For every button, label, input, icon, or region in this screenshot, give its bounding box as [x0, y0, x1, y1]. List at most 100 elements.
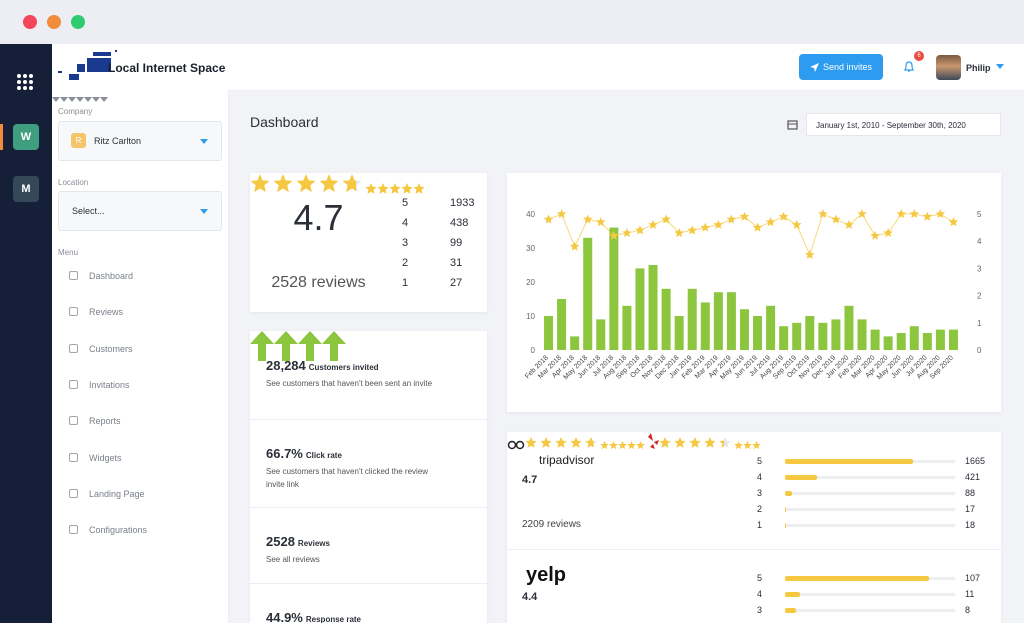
star: [743, 441, 752, 450]
platforms-card: tripadvisor 4.7 2209 reviews 5 1665 4 421 3 88 2 1…: [507, 432, 1001, 623]
rating-marker: [674, 228, 684, 238]
star: [555, 437, 567, 448]
workspace-tile[interactable]: M: [13, 176, 39, 202]
y2-tick-label: 2: [977, 292, 982, 301]
rating-marker: [765, 217, 776, 227]
bell-icon[interactable]: [902, 60, 916, 74]
bar-track: [785, 609, 955, 612]
star-count: 8: [965, 605, 971, 615]
stat-line: 2528 Reviews: [266, 533, 330, 551]
menu-item: Customers: [89, 343, 133, 354]
bar-track: [785, 508, 955, 511]
stat-label: Click rate: [305, 451, 342, 460]
divider: [507, 549, 1001, 550]
bar: [948, 329, 958, 350]
apps-icon[interactable]: [16, 73, 34, 91]
close-dot[interactable]: [23, 15, 37, 29]
stats-card: 28,284 Customers invited See customers tha…: [250, 331, 487, 623]
star-count: 27: [450, 277, 463, 289]
arrow-shape: [250, 331, 274, 361]
menu-icon: [69, 343, 78, 353]
menu-item: Landing Page: [89, 488, 145, 499]
star-icon: [609, 441, 618, 450]
bar: [766, 305, 776, 350]
platform-rating: 4.7: [522, 474, 538, 486]
rating-marker: [622, 228, 632, 238]
star-level: 5: [757, 573, 763, 583]
rating-marker: [661, 214, 671, 224]
bar: [922, 333, 932, 350]
y-tick-label: 10: [526, 312, 535, 321]
star: [296, 174, 316, 193]
rating-marker: [583, 214, 593, 224]
bar: [739, 309, 749, 350]
menu-icon: [69, 416, 78, 426]
workspace-tile[interactable]: W: [13, 124, 39, 150]
bar: [792, 322, 802, 350]
caret-shape: [100, 97, 108, 102]
star-rating: [659, 437, 731, 448]
bar-fill: [785, 523, 787, 528]
chart-card: 0 10 20 30 40 0 1 2 3 4 5 Feb 2018 Mar 2018 Apr 2018 M…: [507, 173, 1001, 412]
y2-tick-label: 5: [977, 210, 982, 219]
caret-shape: [92, 97, 100, 102]
stat-value: 28,284: [266, 358, 306, 373]
notification-badge: 6: [914, 51, 924, 61]
star-icon: [618, 441, 627, 450]
company-select[interactable]: R Ritz Carlton: [58, 121, 222, 161]
divider: [250, 583, 487, 584]
y2-tick-label: 4: [977, 237, 982, 246]
caret: [60, 97, 68, 102]
star-rating: [525, 437, 597, 448]
caret-shape: [52, 97, 60, 102]
star: [319, 174, 339, 193]
star-level: 3: [402, 237, 409, 249]
rating-marker: [792, 219, 802, 229]
star: [365, 183, 377, 194]
rating-marker: [909, 209, 919, 218]
tripadvisor-owl: [507, 440, 525, 450]
trend-arrow: [298, 331, 322, 361]
bar-fill: [785, 576, 930, 581]
bar: [831, 319, 841, 350]
star-icon: [389, 183, 401, 194]
star-count: 17: [965, 504, 976, 514]
menu-icon: [69, 307, 78, 317]
rating-marker: [818, 209, 828, 218]
window-bar: [0, 0, 1024, 44]
location-label: Location: [58, 178, 89, 187]
star-count: 421: [965, 472, 981, 482]
bar: [935, 329, 945, 350]
star-count: 1665: [965, 456, 986, 466]
bar-fill: [785, 608, 796, 613]
star: [734, 441, 743, 450]
bar: [818, 322, 828, 350]
location-select[interactable]: Select...: [58, 191, 222, 231]
date-range[interactable]: January 1st, 2010 - September 30th, 2020: [806, 113, 1001, 136]
company-avatar: R: [71, 133, 86, 148]
rating-marker: [543, 214, 554, 224]
menu-icon: [69, 488, 78, 498]
top-header: Local Internet Space Send invites 6 Phil…: [52, 44, 1024, 91]
menu-icon: [69, 525, 78, 535]
bar: [844, 305, 854, 350]
star-icon: [377, 183, 389, 194]
caret: [996, 64, 1004, 69]
bar: [635, 268, 645, 350]
user-name[interactable]: Philip: [966, 63, 991, 73]
rating-marker: [805, 249, 815, 259]
bar-fill: [785, 491, 792, 496]
star-count: 31: [450, 257, 463, 269]
star-icon: [401, 183, 413, 194]
menu-item: Reports: [89, 416, 121, 427]
minimize-dot[interactable]: [47, 15, 61, 29]
maximize-dot[interactable]: [71, 15, 85, 29]
stat-line: 66.7% Click rate: [266, 445, 342, 463]
bar: [857, 319, 867, 350]
user-avatar[interactable]: [936, 55, 961, 80]
star: [377, 183, 389, 194]
bar-track: [785, 492, 955, 495]
star-rating: [250, 174, 362, 193]
bar-fill: [785, 475, 818, 480]
rating-marker: [844, 219, 854, 229]
